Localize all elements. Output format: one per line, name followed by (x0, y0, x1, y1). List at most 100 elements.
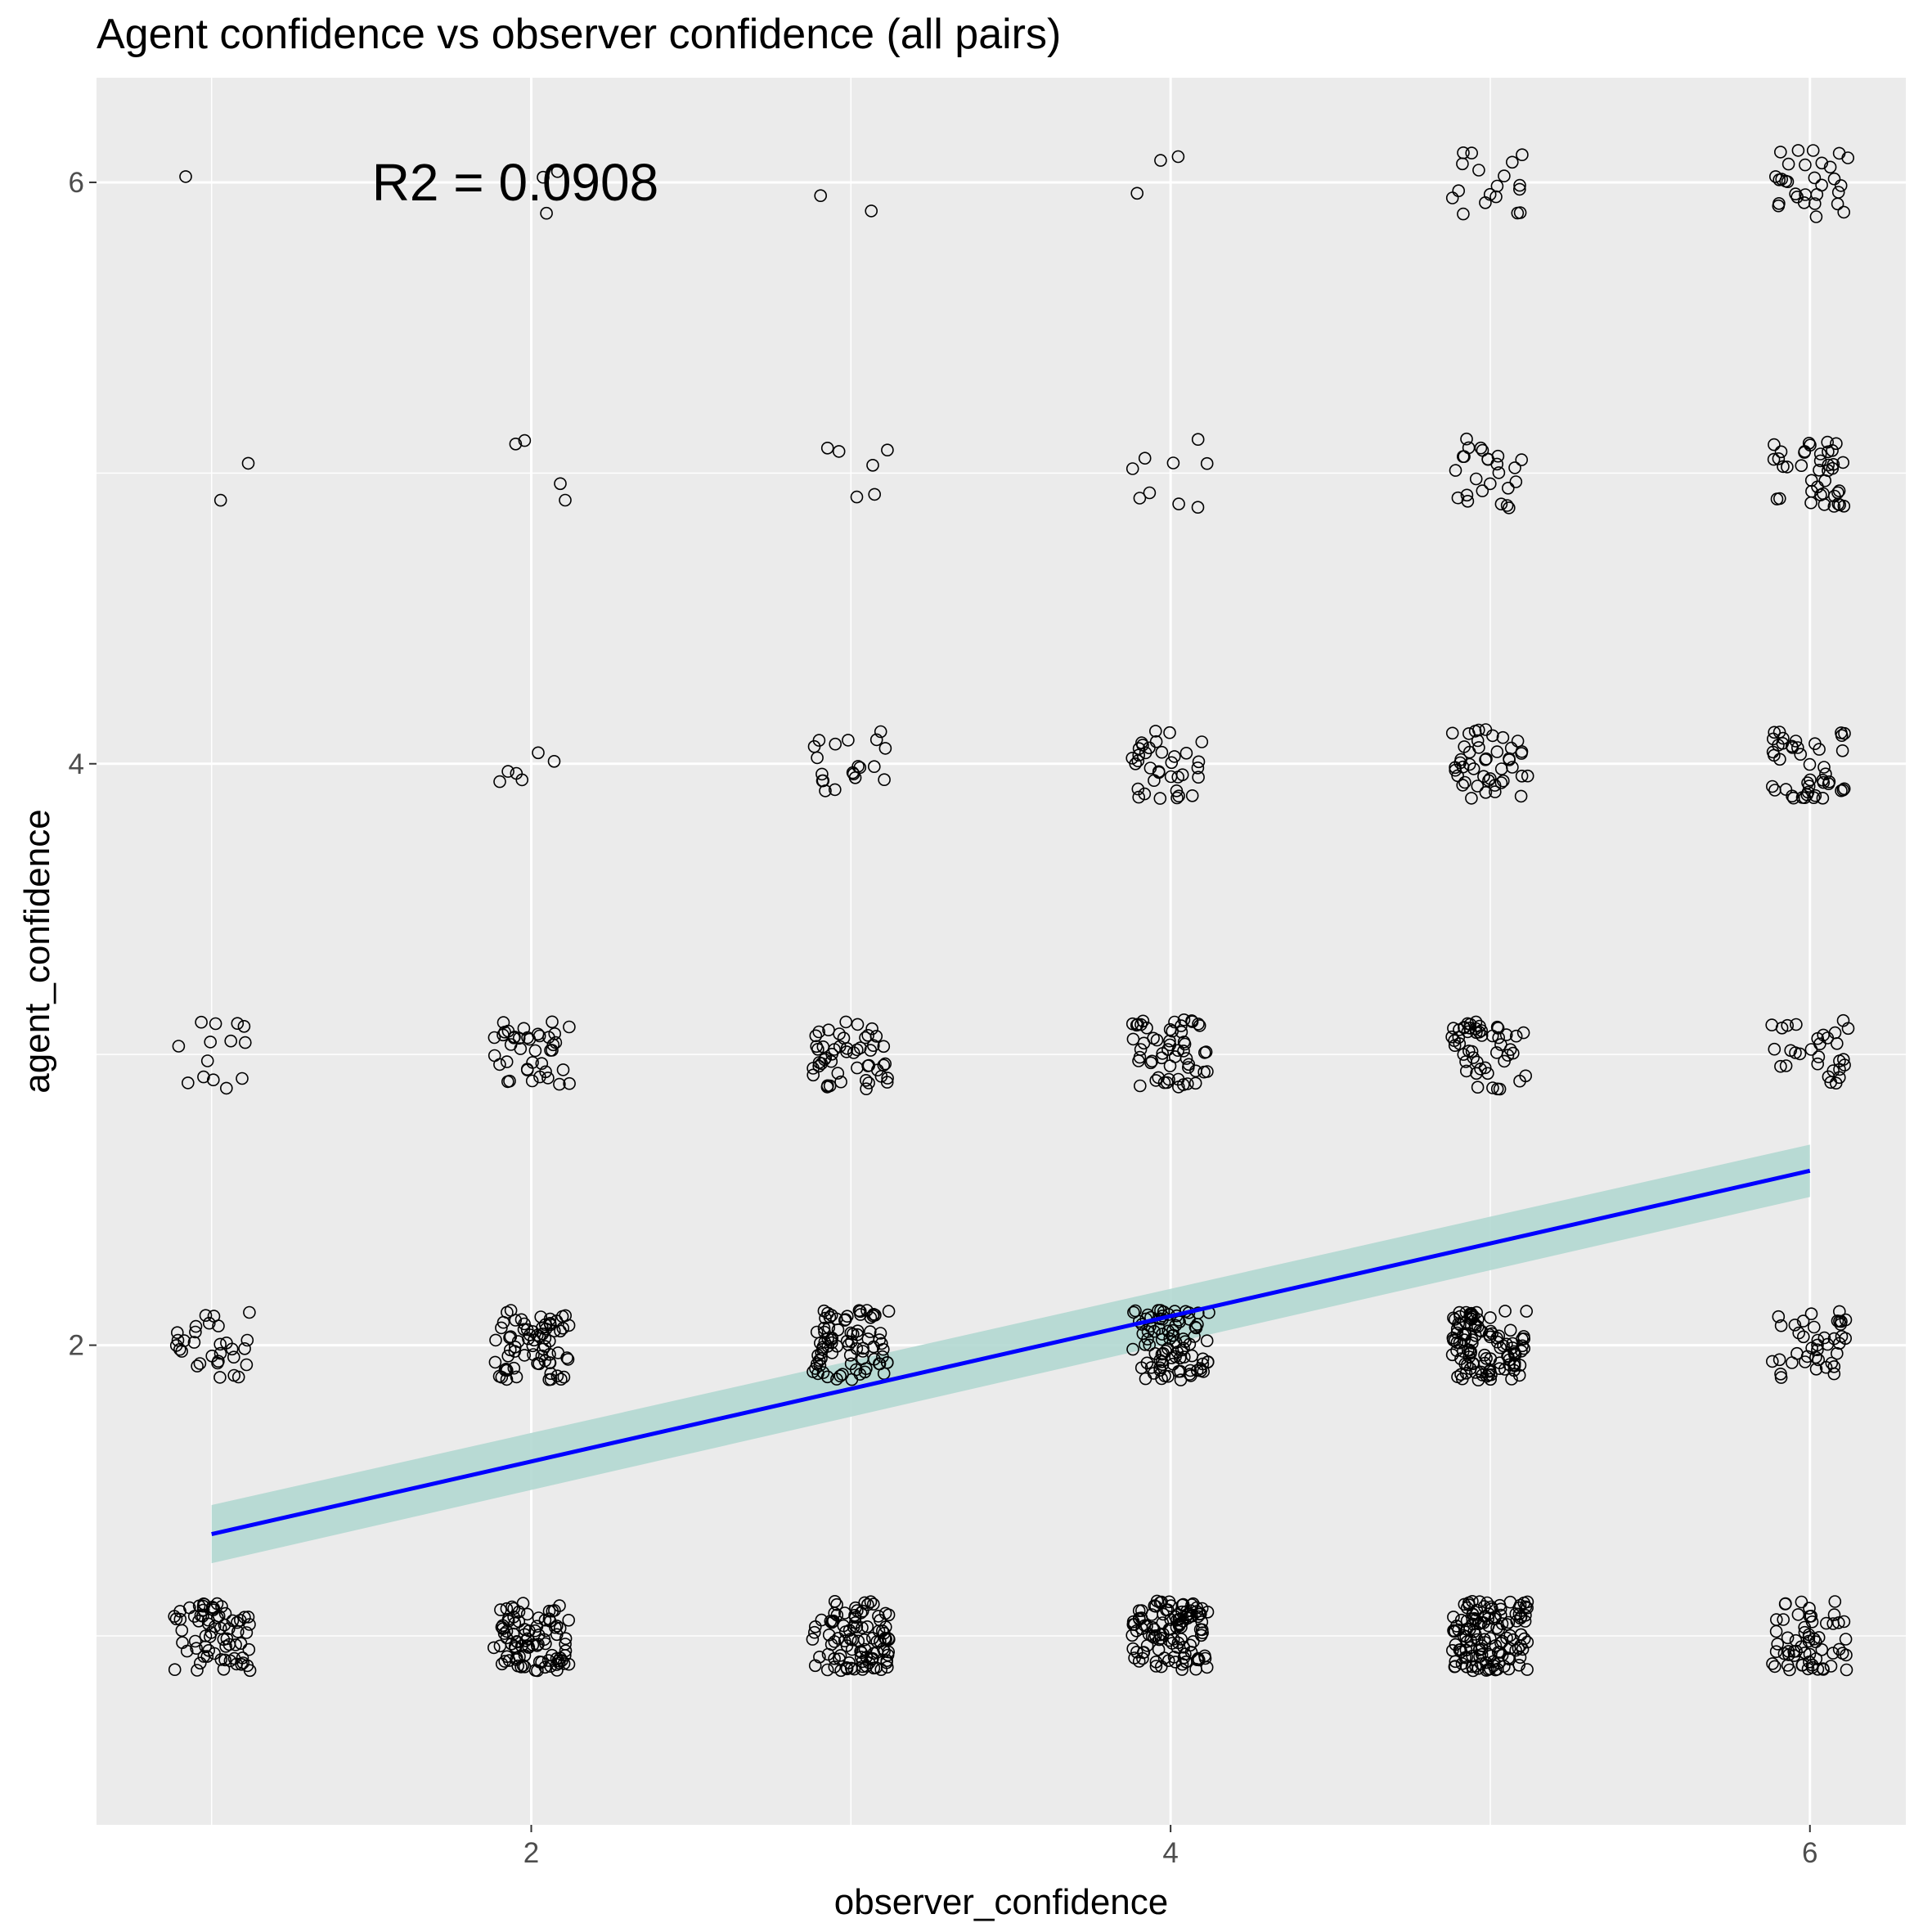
data-point (1470, 1603, 1484, 1617)
data-point (874, 1327, 887, 1340)
data-point (507, 1361, 521, 1375)
data-point (1798, 791, 1812, 805)
data-point (1172, 1619, 1186, 1633)
data-point (840, 1042, 854, 1055)
data-point (539, 1624, 553, 1638)
data-point (810, 1325, 824, 1339)
data-point (1155, 1051, 1168, 1065)
data-point (861, 1029, 874, 1042)
data-point (1817, 1331, 1831, 1345)
data-point (1132, 1604, 1146, 1617)
data-point (1138, 452, 1152, 465)
data-point (1182, 1058, 1196, 1072)
data-point (1483, 1364, 1497, 1377)
data-point (851, 760, 865, 773)
data-point (856, 1341, 869, 1355)
data-point (1130, 1646, 1143, 1659)
data-point (1514, 789, 1528, 803)
data-point (1521, 1663, 1534, 1676)
data-point (1185, 789, 1199, 802)
data-point (217, 1663, 231, 1676)
data-point (1486, 1081, 1499, 1094)
data-point (1510, 1615, 1523, 1628)
data-point (1794, 748, 1807, 762)
data-point (1766, 780, 1779, 793)
data-point (1456, 760, 1470, 774)
data-point (1499, 1028, 1513, 1041)
data-point (1184, 1604, 1197, 1617)
data-point (865, 1022, 878, 1036)
data-point (196, 1603, 210, 1617)
data-point (868, 487, 881, 501)
data-point (855, 1646, 868, 1660)
data-point (1153, 1628, 1167, 1642)
data-point (842, 1656, 856, 1669)
data-point (1163, 1332, 1176, 1346)
x-tick-label: 6 (1802, 1837, 1817, 1869)
data-point (831, 1632, 845, 1645)
data-point (878, 742, 892, 755)
data-point (520, 1063, 534, 1076)
data-point (1837, 782, 1851, 796)
data-point (816, 1366, 830, 1379)
data-point (1515, 747, 1528, 760)
data-point (563, 1020, 576, 1034)
data-point (1471, 780, 1485, 793)
data-point (1837, 205, 1850, 219)
data-point (828, 1660, 842, 1674)
data-point (840, 1639, 854, 1652)
data-point (868, 760, 881, 774)
data-point (868, 1352, 881, 1366)
data-point (1786, 1356, 1799, 1369)
data-point (555, 1310, 569, 1323)
data-point (1768, 1660, 1781, 1674)
data-point (1166, 1024, 1179, 1038)
data-point (1476, 484, 1489, 497)
data-point (1170, 791, 1184, 805)
data-point (1179, 1335, 1192, 1348)
data-point (1826, 1617, 1840, 1630)
data-point (849, 1611, 862, 1624)
data-point (1793, 1047, 1807, 1061)
data-point (1185, 1015, 1199, 1028)
data-point (844, 1326, 858, 1340)
data-point (1777, 460, 1790, 474)
data-point (864, 1044, 878, 1057)
data-point (1157, 1076, 1171, 1090)
data-point (199, 1309, 213, 1322)
data-point (1192, 1018, 1205, 1031)
data-point (1152, 766, 1166, 780)
data-point (809, 1362, 822, 1375)
data-point (1826, 1064, 1840, 1077)
data-point (1777, 1613, 1790, 1626)
data-point (197, 1650, 211, 1663)
data-point (498, 1655, 512, 1668)
data-point (525, 1074, 539, 1088)
data-point (234, 1637, 248, 1650)
data-point (864, 1595, 878, 1608)
data-point (849, 1363, 863, 1377)
data-point (218, 1653, 231, 1667)
data-point (1831, 486, 1844, 500)
data-point (1163, 1059, 1177, 1072)
data-point (550, 1658, 564, 1671)
data-point (538, 1354, 552, 1368)
data-point (235, 1658, 249, 1671)
data-point (1156, 1047, 1169, 1060)
data-point (1779, 783, 1793, 796)
data-point (1788, 1319, 1802, 1332)
data-point (168, 1663, 182, 1676)
data-point (1466, 1607, 1480, 1620)
data-point (1193, 1362, 1207, 1375)
data-point (211, 1356, 224, 1370)
data-point (1459, 1367, 1473, 1380)
data-point (1166, 456, 1180, 470)
data-point (1515, 769, 1529, 783)
data-point (828, 783, 842, 797)
data-point (542, 1604, 556, 1618)
data-point (1452, 1623, 1465, 1637)
data-point (1772, 739, 1785, 752)
data-point (1153, 1596, 1167, 1610)
data-point (1461, 1358, 1474, 1372)
data-point (842, 1338, 856, 1351)
